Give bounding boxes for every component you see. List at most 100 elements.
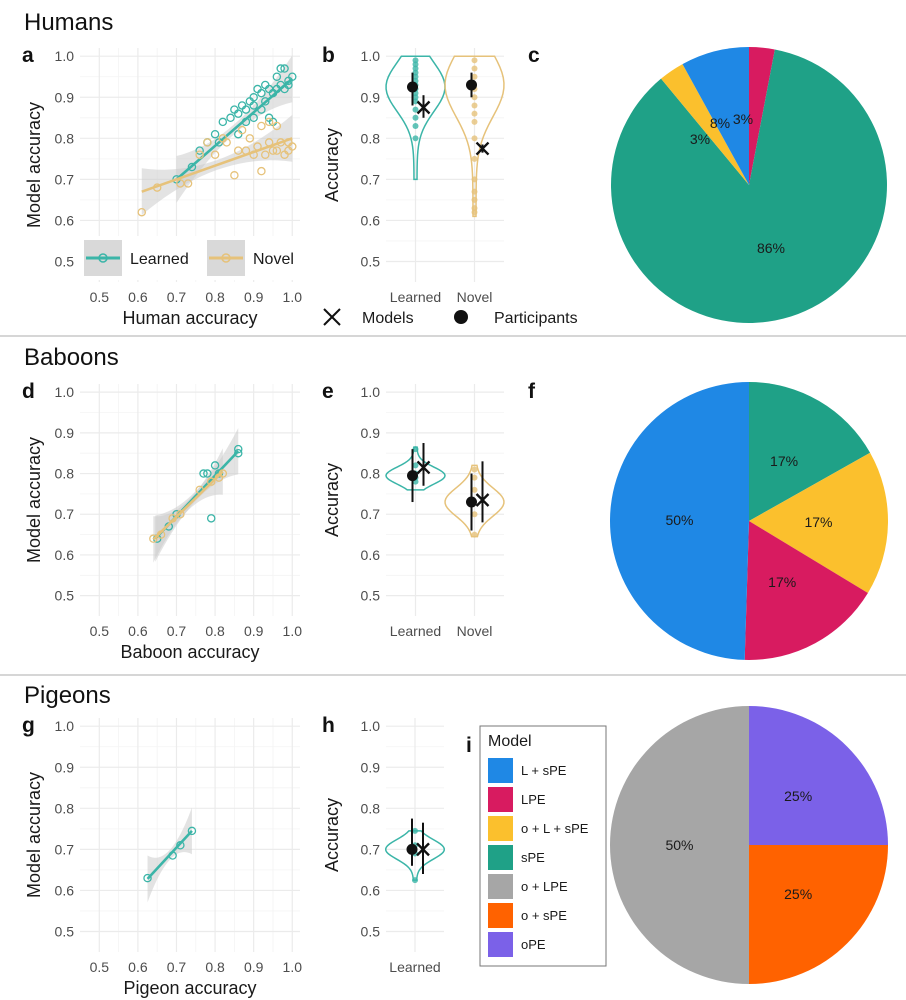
pie-chart-humans: 3% 86% 3%8%	[611, 47, 887, 323]
y-tick-label: 0.9	[55, 425, 75, 441]
data-point-novel	[264, 117, 274, 127]
x-tick-label: Learned	[390, 289, 441, 305]
x-tick-label: 0.6	[128, 289, 148, 305]
pie-slice-label: 3%	[733, 111, 753, 127]
participant-point-novel	[471, 65, 478, 72]
participant-point-novel	[471, 118, 478, 125]
participant-point-learned	[412, 98, 419, 105]
participant-point-learned	[412, 57, 419, 64]
participant-point-learned	[412, 65, 419, 72]
model-legend-label: L + sPE	[521, 763, 567, 778]
pie-slice-label: 8%	[710, 115, 730, 131]
x-tick-label: 0.6	[128, 623, 148, 639]
participant-point-learned	[412, 827, 418, 834]
scatter-chart-pigeons: 0.5 0.6 0.7 0.8 0.9 1.0 0.5 0.6 0.7 0.8 0.9 1.0 Pige…	[24, 718, 302, 998]
participant-point-learned	[412, 73, 419, 80]
data-point-novel	[272, 121, 282, 131]
participant-point-learned	[412, 462, 419, 469]
model-legend-swatch	[488, 816, 513, 841]
row-title-humans: Humans	[24, 9, 113, 36]
pie-slice-ope	[749, 706, 888, 845]
panel-letter-i: i	[466, 734, 472, 757]
y-axis-title: Model accuracy	[24, 772, 44, 898]
data-point-learned	[199, 469, 208, 478]
data-point-learned	[280, 64, 289, 73]
y-tick-label: 0.6	[55, 882, 75, 898]
model-legend-label: o + LPE	[521, 879, 568, 894]
pie-slice-label: 50%	[665, 512, 693, 528]
fit-line-learned	[146, 830, 193, 880]
series-legend: Learned Novel	[78, 236, 304, 280]
x-tick-label: 0.9	[244, 289, 264, 305]
violin-novel	[444, 464, 505, 538]
data-point-novel	[237, 125, 247, 135]
x-tick-label: 0.7	[167, 959, 187, 975]
participant-point-learned	[412, 123, 419, 129]
data-point-learned	[203, 469, 212, 478]
participant-point-novel	[471, 135, 478, 142]
pie-slice-label: 86%	[757, 240, 785, 256]
participants-mean-dot	[466, 79, 477, 91]
pie-slice-o-l-spe	[661, 64, 749, 185]
data-point-learned	[276, 64, 285, 73]
marker-legend: Models Participants	[323, 308, 578, 327]
data-point-novel	[230, 171, 239, 180]
model-legend-title: Model	[488, 733, 532, 750]
participants-mean-dot	[407, 470, 418, 482]
x-tick-label: 0.6	[128, 959, 148, 975]
y-tick-label: 0.5	[361, 923, 381, 939]
y-tick-label: 1.0	[361, 48, 381, 64]
legend-label-participants: Participants	[494, 310, 578, 327]
data-point-learned	[241, 105, 251, 114]
x-tick-label: Learned	[390, 623, 441, 639]
x-tick-label: 0.9	[244, 623, 264, 639]
participant-point-learned	[412, 106, 419, 113]
x-axis-title: Pigeon accuracy	[123, 978, 256, 998]
panel-letter-h: h	[322, 714, 335, 737]
data-point-learned	[233, 109, 243, 118]
participant-point-novel	[471, 176, 478, 183]
participant-point-novel	[471, 205, 478, 212]
y-tick-label: 0.6	[361, 212, 381, 228]
fit-line-novel	[141, 137, 293, 193]
participant-point-novel	[471, 486, 478, 493]
data-point-novel	[183, 179, 193, 188]
pie-slice-label: 17%	[770, 453, 798, 469]
panel-letter-f: f	[528, 380, 536, 403]
data-point-learned	[210, 129, 220, 139]
participant-point-novel	[471, 102, 478, 109]
participant-point-novel	[471, 94, 478, 101]
y-tick-label: 0.8	[361, 800, 381, 816]
y-tick-label: 0.8	[55, 130, 75, 146]
y-tick-label: 0.6	[55, 547, 75, 563]
models-mean-cross	[416, 100, 431, 115]
pie-slice-label: 25%	[784, 886, 812, 902]
model-legend-swatch	[488, 932, 513, 957]
participants-mean-dot	[466, 496, 477, 508]
violin-chart-pigeons: 0.5 0.6 0.7 0.8 0.9 1.0 Learned Accuracy	[322, 718, 446, 975]
x-tick-label: 0.5	[90, 959, 110, 975]
fit-line-learned	[175, 77, 294, 181]
participant-point-novel	[471, 110, 478, 117]
participants-mean-dot	[407, 81, 418, 93]
y-tick-label: 0.9	[361, 89, 381, 105]
x-tick-label: Novel	[457, 623, 493, 639]
data-point-novel	[203, 138, 212, 147]
participants-mean-dot	[406, 843, 418, 855]
y-axis-title: Accuracy	[322, 463, 342, 537]
y-tick-label: 0.5	[55, 253, 75, 269]
scatter-chart-baboons: 0.5 0.6 0.7 0.8 0.9 1.0 0.5 0.6 0.7 0.8 0.9 1.0 Babo…	[24, 384, 302, 662]
y-tick-label: 0.7	[55, 506, 75, 522]
x-tick-label: 0.7	[167, 289, 187, 305]
y-tick-label: 1.0	[55, 384, 75, 400]
y-tick-label: 0.5	[361, 588, 381, 604]
pie-slice-l-spe	[682, 47, 749, 185]
y-tick-label: 1.0	[55, 718, 75, 734]
model-legend-swatch	[488, 903, 513, 928]
legend-participants-dot-icon	[454, 310, 468, 324]
pie-chart-baboons: 17% 17% 17% 50%	[609, 382, 888, 660]
data-point-novel	[222, 138, 231, 147]
pie-slice-label: 25%	[784, 788, 812, 804]
legend-label-learned: Learned	[130, 251, 189, 268]
